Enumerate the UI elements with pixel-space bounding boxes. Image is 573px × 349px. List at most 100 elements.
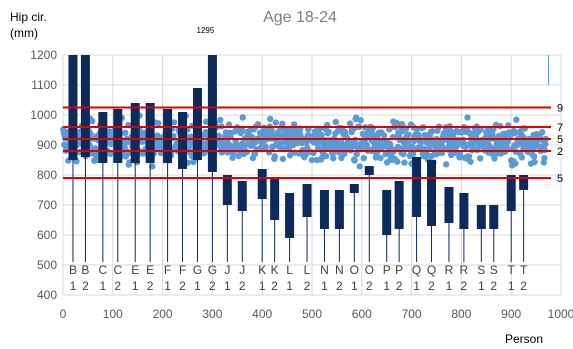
bar-label-top: G [208,263,217,277]
scatter-point [518,154,526,161]
reference-line-label: 9 [557,103,563,115]
scatter-point [268,127,275,134]
scatter-point [314,144,322,152]
bar-label-bottom: 2 [366,279,373,293]
bar-26 [476,205,486,229]
scatter-point [356,163,363,170]
y-tick-label: 1100 [31,78,57,92]
bar-label-top: T [508,263,516,277]
scatter-point [487,145,495,152]
scatter-point [254,121,262,128]
scatter-point [387,141,394,148]
scatter-point [542,140,549,148]
bar-label-top: P [383,263,391,277]
y-tick-label: 400 [37,288,57,302]
y-tick-label: 600 [37,228,57,242]
scatter-point [325,128,332,136]
scatter-point [429,128,436,135]
bar-12 [257,169,267,199]
scatter-point [401,159,408,166]
bar-label-top: Q [427,263,436,277]
bar-19 [364,166,374,175]
x-tick-label: 700 [402,307,422,321]
scatter-point [346,120,354,127]
scatter-point [442,161,450,168]
bar-4 [130,103,140,163]
scatter-point [330,155,337,162]
scatter-point [322,152,330,160]
bar-label-top: P [395,263,403,277]
bar-21 [394,181,404,229]
bar-label-top: R [460,263,469,277]
bar-15 [302,184,312,217]
x-tick-label: 300 [202,307,222,321]
bar-29 [519,175,529,190]
scatter-point [417,139,424,146]
scatter-point [513,116,520,123]
y-axis-label-line-1: Hip cir. [10,10,47,24]
scatter-point [202,118,210,125]
scatter-point [239,114,246,121]
bar-label-top: F [164,263,171,277]
y-tick-label: 900 [37,138,57,152]
bar-label-top: E [146,263,154,277]
chart-title: Age 18-24 [263,9,337,26]
scatter-point [217,116,224,124]
bar-14 [285,193,295,238]
bar-label-top: G [193,263,202,277]
scatter-point [404,138,412,146]
bar-3 [113,109,123,163]
bar-22 [412,157,422,217]
scatter-point [93,156,100,164]
bar-label-bottom: 2 [114,279,121,293]
bar-label-top: S [490,263,498,277]
scatter-point [512,160,519,167]
bar-27 [489,205,499,229]
bar-label-top: B [69,263,77,277]
x-axis-label: Person [505,332,543,346]
bar-label-top: S [477,263,485,277]
scatter-point [379,143,387,150]
y-tick-label: 700 [37,198,57,212]
x-tick-label: 1000 [548,307,573,321]
x-tick-label: 900 [501,307,521,321]
bar-5 [145,103,155,163]
bar-label-top: J [239,263,245,277]
bar-28 [506,175,516,211]
bar-6 [163,109,173,163]
bar-label-top: L [304,263,311,277]
bar-label-bottom: 2 [490,279,497,293]
x-tick-label: 500 [302,307,322,321]
scatter-point [380,132,388,139]
bar-17 [334,190,344,229]
bar-label-bottom: 1 [351,279,358,293]
bar-2 [98,112,108,163]
bar-label-top: C [99,263,108,277]
bar-label-bottom: 1 [99,279,106,293]
scatter-point [467,158,474,165]
scatter-point [170,119,178,126]
scatter-point [243,148,251,156]
scatter-point [405,131,412,138]
bar-label-bottom: 2 [461,279,468,293]
scatter-point [377,154,384,162]
y-tick-label: 500 [37,258,57,272]
bar-label-top: T [520,263,528,277]
bar-label-bottom: 1 [259,279,266,293]
reference-line-label: 2 [557,146,563,158]
bar-label-top: F [179,263,186,277]
scatter-point [357,117,364,124]
scatter-point [530,153,538,160]
y-tick-label: 1000 [30,108,57,122]
reference-line-label: 5 [557,173,563,185]
bar-label-top: B [81,263,89,277]
scatter-point [229,154,236,161]
scatter-point [122,129,129,136]
bar-label-bottom: 1 [194,279,201,293]
bar-20 [382,190,392,235]
bar-label-top: N [335,263,344,277]
scatter-point [398,120,406,128]
scatter-point [465,153,473,160]
x-tick-label: 200 [153,307,173,321]
